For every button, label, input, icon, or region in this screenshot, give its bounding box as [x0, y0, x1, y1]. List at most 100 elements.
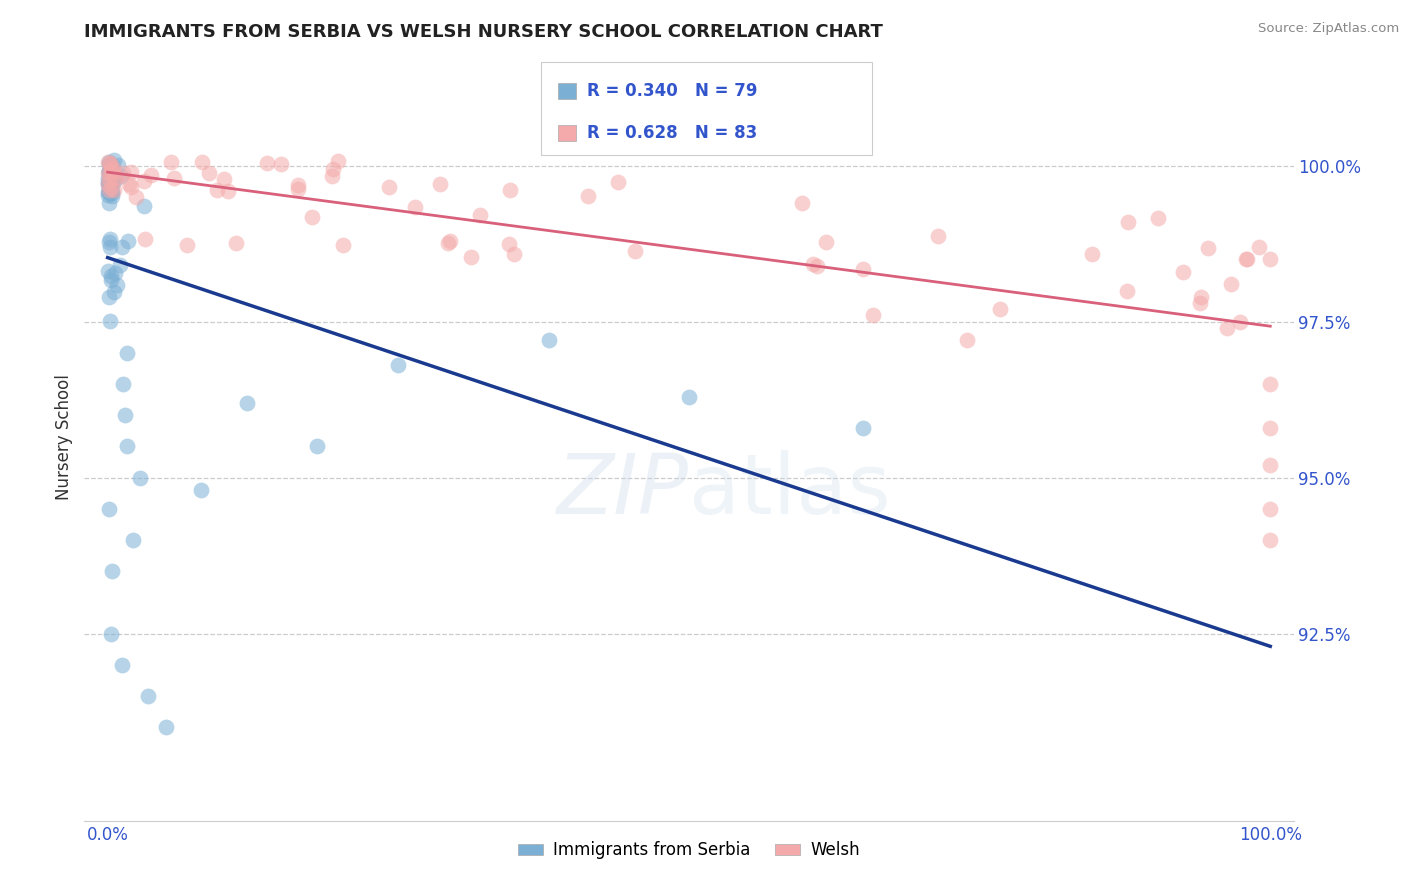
Point: [378, 180, 401, 194]
Point: [322, 162, 344, 177]
Text: Source: ZipAtlas.com: Source: ZipAtlas.com: [1258, 22, 1399, 36]
Point: [225, 236, 247, 251]
Bar: [558, 125, 576, 141]
Point: [134, 232, 156, 246]
Point: [101, 189, 124, 203]
Point: [97, 166, 120, 180]
Point: [806, 260, 828, 274]
Point: [98, 164, 121, 178]
Point: [111, 240, 134, 254]
Point: [1258, 421, 1281, 435]
Point: [108, 258, 131, 272]
Point: [439, 234, 461, 248]
Point: [1258, 533, 1281, 547]
Y-axis label: Nursery School: Nursery School: [55, 374, 73, 500]
Point: [460, 251, 482, 265]
Point: [607, 175, 630, 189]
Point: [125, 190, 148, 204]
Point: [955, 334, 977, 348]
Point: [405, 200, 427, 214]
Point: [1189, 296, 1212, 310]
Point: [100, 173, 122, 187]
Point: [97, 181, 120, 195]
Point: [326, 154, 349, 169]
Point: [98, 165, 121, 179]
Point: [98, 164, 121, 178]
Point: [98, 184, 121, 198]
Point: [115, 439, 138, 453]
Point: [236, 396, 259, 410]
Point: [117, 234, 139, 248]
Text: R = 0.340   N = 79: R = 0.340 N = 79: [588, 82, 758, 100]
Point: [115, 346, 138, 360]
Point: [103, 153, 125, 167]
Text: R = 0.628   N = 83: R = 0.628 N = 83: [588, 124, 758, 142]
Point: [101, 564, 124, 578]
Point: [498, 237, 520, 252]
Point: [678, 390, 700, 404]
Point: [121, 533, 143, 547]
Point: [98, 184, 121, 198]
Point: [104, 170, 127, 185]
Point: [97, 175, 120, 189]
Point: [624, 244, 647, 258]
Point: [1146, 211, 1168, 225]
Point: [97, 290, 120, 304]
Point: [437, 236, 460, 251]
Point: [429, 178, 451, 192]
Point: [98, 195, 121, 210]
Point: [104, 169, 127, 184]
Point: [100, 163, 122, 178]
Point: [301, 211, 323, 225]
Point: [97, 172, 120, 186]
Point: [97, 154, 120, 169]
Point: [1216, 321, 1239, 335]
Bar: [558, 83, 576, 99]
Point: [1236, 252, 1258, 267]
Point: [97, 185, 120, 199]
Point: [190, 483, 212, 497]
Point: [100, 269, 122, 284]
Point: [98, 186, 121, 200]
Point: [100, 177, 122, 191]
Point: [163, 171, 186, 186]
Point: [98, 155, 121, 169]
Point: [103, 161, 125, 176]
Point: [305, 439, 328, 453]
Point: [100, 626, 122, 640]
Point: [97, 183, 120, 197]
Point: [98, 176, 121, 190]
Point: [1258, 501, 1281, 516]
Point: [988, 302, 1011, 317]
Point: [578, 189, 600, 203]
Point: [100, 186, 122, 201]
Point: [97, 235, 120, 250]
Point: [287, 178, 309, 192]
Point: [98, 157, 121, 171]
Point: [205, 183, 228, 197]
Point: [98, 175, 121, 189]
Point: [321, 169, 343, 183]
Point: [98, 178, 121, 193]
Point: [1220, 277, 1243, 292]
Point: [98, 158, 121, 172]
Point: [468, 208, 491, 222]
Point: [98, 240, 121, 254]
Point: [98, 178, 121, 192]
Point: [212, 172, 235, 186]
Point: [103, 184, 125, 198]
Point: [97, 166, 120, 180]
Point: [1081, 246, 1104, 260]
Point: [117, 177, 139, 191]
Point: [111, 377, 134, 392]
Point: [97, 188, 120, 202]
Point: [132, 199, 155, 213]
Text: ZIP: ZIP: [557, 450, 689, 532]
Point: [97, 175, 120, 189]
Point: [256, 155, 278, 169]
Point: [98, 156, 121, 170]
Point: [191, 154, 214, 169]
Point: [100, 162, 122, 177]
Point: [155, 720, 177, 734]
Point: [111, 166, 134, 180]
